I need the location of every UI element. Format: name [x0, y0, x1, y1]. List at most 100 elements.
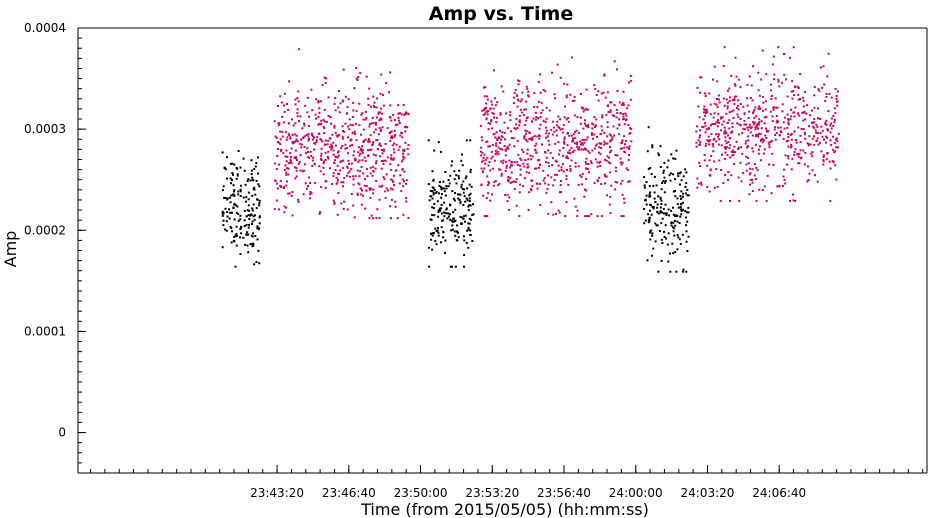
data-point — [545, 156, 548, 159]
data-point — [627, 124, 630, 126]
data-point — [812, 125, 815, 128]
data-point — [672, 173, 675, 176]
data-point — [740, 146, 743, 149]
data-point — [665, 214, 668, 216]
data-point — [323, 108, 326, 111]
data-point — [590, 160, 592, 163]
data-point — [707, 135, 710, 138]
data-point — [619, 161, 622, 164]
data-point — [307, 151, 309, 153]
data-point — [334, 109, 337, 112]
data-point — [712, 145, 715, 148]
data-point — [820, 66, 822, 69]
data-point — [381, 126, 384, 129]
data-point — [258, 185, 261, 188]
data-point — [382, 93, 384, 96]
data-point — [338, 111, 341, 114]
data-point — [232, 173, 234, 176]
data-point — [354, 133, 357, 135]
data-point — [650, 213, 653, 216]
data-point — [704, 95, 707, 97]
data-point — [250, 213, 252, 216]
data-point — [451, 190, 454, 193]
data-point — [623, 197, 626, 200]
data-point — [583, 141, 586, 144]
data-point — [380, 160, 383, 162]
data-point — [752, 110, 755, 113]
data-point — [533, 105, 536, 108]
data-point — [253, 263, 256, 266]
data-point — [385, 173, 388, 176]
data-point — [542, 169, 545, 172]
data-point — [457, 236, 460, 239]
data-point — [435, 230, 438, 233]
data-point — [732, 109, 735, 112]
data-point — [681, 233, 684, 236]
data-point — [783, 127, 786, 130]
data-point — [256, 156, 259, 159]
data-point — [596, 161, 599, 164]
data-point — [259, 215, 261, 218]
data-point — [725, 132, 728, 134]
data-point — [771, 115, 774, 118]
data-point — [363, 139, 365, 142]
data-point — [545, 117, 548, 120]
data-point — [677, 172, 679, 175]
data-point — [732, 149, 735, 152]
data-point — [352, 175, 355, 178]
data-point — [659, 211, 662, 214]
data-point — [582, 110, 585, 113]
data-point — [361, 159, 364, 162]
data-point — [251, 176, 254, 179]
data-point — [551, 71, 553, 74]
data-point — [326, 143, 329, 146]
data-point — [438, 184, 441, 187]
data-point — [808, 135, 811, 138]
data-point — [674, 190, 676, 192]
data-point — [787, 139, 790, 142]
data-point — [375, 106, 378, 109]
data-point — [353, 216, 356, 219]
data-point — [623, 117, 625, 120]
data-point — [516, 79, 519, 82]
data-point — [258, 199, 261, 202]
data-point — [774, 138, 777, 141]
data-point — [765, 73, 768, 76]
data-point — [580, 106, 583, 109]
data-point — [484, 158, 487, 161]
data-point — [733, 98, 736, 101]
data-point — [558, 169, 561, 172]
data-point — [655, 184, 658, 187]
data-point — [555, 124, 558, 127]
data-point — [820, 125, 823, 128]
data-point — [596, 136, 598, 138]
data-point — [554, 173, 556, 176]
data-point — [381, 112, 384, 115]
data-point — [581, 173, 584, 175]
data-point — [739, 86, 742, 89]
data-point — [507, 176, 510, 178]
data-point — [230, 194, 233, 197]
data-point — [293, 166, 296, 169]
data-point — [485, 215, 488, 218]
x-tick-label: 23:43:20 — [250, 486, 304, 500]
data-point — [451, 160, 454, 163]
data-point — [614, 154, 617, 157]
data-point — [294, 149, 297, 152]
data-point — [365, 189, 368, 192]
data-point — [829, 139, 832, 142]
data-point — [527, 158, 530, 161]
data-point — [572, 133, 575, 136]
data-point — [781, 185, 784, 187]
data-point — [776, 121, 778, 124]
data-point — [289, 161, 292, 164]
data-point — [440, 226, 443, 229]
data-point — [825, 92, 828, 95]
data-point — [630, 140, 633, 143]
data-point — [660, 259, 663, 262]
data-point — [343, 177, 346, 180]
data-point — [762, 109, 765, 112]
data-point — [237, 193, 240, 196]
data-point — [700, 181, 702, 184]
data-point — [491, 143, 494, 146]
